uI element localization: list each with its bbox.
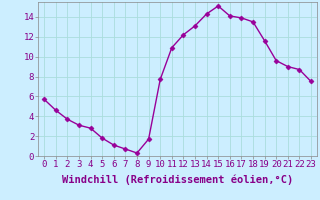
X-axis label: Windchill (Refroidissement éolien,°C): Windchill (Refroidissement éolien,°C) [62,175,293,185]
